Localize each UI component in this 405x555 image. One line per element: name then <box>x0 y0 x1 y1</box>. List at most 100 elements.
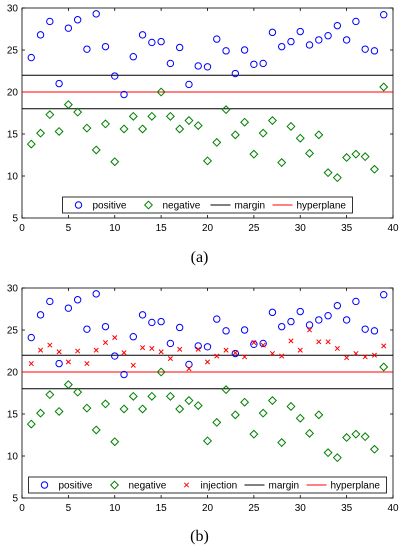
negative-point <box>249 149 259 159</box>
positive-point <box>73 296 82 304</box>
negative-point <box>267 396 277 406</box>
injection-point-stroke <box>28 361 34 367</box>
y-tick-label: 5 <box>12 214 18 225</box>
negative-point <box>360 432 370 442</box>
legend-box <box>28 476 387 494</box>
injection-point <box>362 354 368 360</box>
injection-point <box>158 349 164 355</box>
injection-point-stroke <box>325 339 331 345</box>
injection-point <box>297 347 303 353</box>
injection-point-stroke <box>167 356 173 362</box>
injection-point-stroke <box>214 353 220 359</box>
positive-point <box>259 59 267 68</box>
legend-item-injection: injection <box>183 481 237 492</box>
injection-point <box>28 361 34 367</box>
x-tick-label: 30 <box>295 223 307 234</box>
negative-point <box>110 437 120 447</box>
negative-point <box>342 153 352 163</box>
negative-point <box>240 397 250 407</box>
x-tick-label: 25 <box>248 223 260 234</box>
x-tick-label: 20 <box>202 503 214 514</box>
injection-point-stroke <box>75 348 81 354</box>
positive-point <box>222 327 230 335</box>
negative-point <box>286 121 296 131</box>
negative-point <box>82 123 92 133</box>
x-tick-label: 0 <box>19 223 25 234</box>
negative-point <box>36 128 46 138</box>
positive-point <box>305 41 314 49</box>
injection-point-stroke <box>37 347 44 353</box>
positive-point <box>342 316 351 324</box>
negative-point <box>63 380 73 390</box>
injection-point <box>334 345 340 352</box>
negative-point <box>128 391 138 401</box>
legend-item-negative: negative <box>109 480 167 492</box>
legend-negative-marker <box>143 200 154 210</box>
positive-point <box>175 43 184 52</box>
positive-point <box>92 290 100 298</box>
positive-point <box>315 36 323 44</box>
injection-point <box>242 354 248 360</box>
legend-label: negative <box>129 481 167 492</box>
x-tick-label: 0 <box>19 503 25 514</box>
injection-point <box>56 349 62 355</box>
negative-point <box>91 145 101 155</box>
negative-point <box>175 124 185 134</box>
negative-point <box>323 448 333 458</box>
injection-point <box>65 359 71 365</box>
negative-point <box>184 116 194 126</box>
positive-point <box>203 63 212 71</box>
negative-point <box>332 453 342 463</box>
negative-point <box>369 444 379 454</box>
y-tick-label: 30 <box>7 4 19 15</box>
positive-point <box>203 343 212 351</box>
legend-label: hyperplane <box>297 201 347 212</box>
negative-point <box>193 121 203 131</box>
negative-point <box>360 152 370 162</box>
x-tick-label: 5 <box>66 503 72 514</box>
injection-point <box>204 359 211 365</box>
legend-box <box>62 196 353 214</box>
positive-point <box>287 37 295 46</box>
negative-point <box>258 408 268 418</box>
injection-point <box>223 347 229 353</box>
injection-point-stroke <box>140 345 146 351</box>
injection-point <box>84 361 90 367</box>
injection-point-stroke <box>297 347 303 353</box>
negative-point <box>305 428 315 438</box>
negative-point <box>26 419 36 429</box>
injection-point-stroke <box>112 335 118 341</box>
negative-point <box>240 117 250 127</box>
positive-point <box>324 312 332 320</box>
legend: positive negative margin hyperplane <box>62 196 353 214</box>
injection-point-stroke <box>195 346 201 352</box>
negative-point <box>36 408 46 418</box>
injection-point-stroke <box>251 340 257 346</box>
injection-point <box>269 350 275 357</box>
negative-point <box>73 387 83 397</box>
negative-point <box>323 168 333 178</box>
negative-point <box>63 100 73 110</box>
negative-point <box>332 173 342 183</box>
injection-point <box>325 339 331 345</box>
positive-point <box>342 36 351 44</box>
negative-point <box>267 116 277 126</box>
legend-label: margin <box>269 481 300 492</box>
positive-point <box>370 47 379 55</box>
negative-point <box>212 417 222 427</box>
injection-point <box>288 338 294 344</box>
y-tick-label: 25 <box>7 326 19 337</box>
negative-point <box>128 111 138 121</box>
x-tick-label: 25 <box>248 503 260 514</box>
legend-item-hyperplane: hyperplane <box>272 201 347 212</box>
negative-point <box>277 158 287 168</box>
positive-point <box>64 24 73 32</box>
injection-point <box>37 347 44 353</box>
injection-point-stroke <box>306 327 313 333</box>
injection-point-stroke <box>362 354 368 360</box>
positive-point <box>213 315 221 323</box>
negative-point <box>156 367 166 377</box>
positive-point <box>138 311 147 319</box>
injection-point-stroke <box>279 353 285 359</box>
